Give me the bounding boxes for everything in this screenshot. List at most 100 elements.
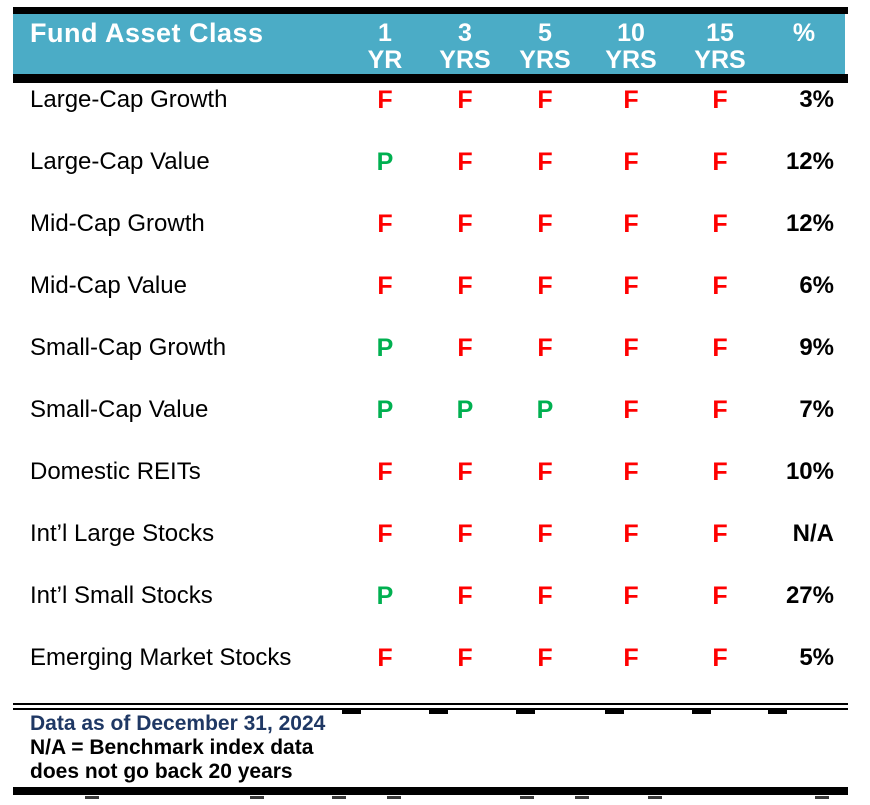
table-row: Int’l Large Stocks F F F F F N/A — [13, 517, 845, 579]
grade-cell: F — [377, 644, 393, 672]
grade-cell: F — [457, 272, 473, 300]
grade-cell: F — [623, 396, 639, 424]
grade-cell: F — [623, 272, 639, 300]
asset-class-label: Mid-Cap Growth — [30, 210, 205, 237]
clipped-fragment — [342, 710, 361, 714]
grade-cell: F — [537, 644, 553, 672]
pct-cell: 9% — [799, 334, 834, 361]
header-period-line1: 1 — [378, 19, 392, 47]
footnote-na-note-line2: does not go back 20 years — [30, 760, 293, 783]
header-period-line1: 5 — [538, 19, 552, 47]
asset-class-label: Int’l Large Stocks — [30, 520, 215, 547]
header-period-line1: % — [792, 19, 816, 47]
header-period-line2: YRS — [605, 46, 657, 74]
grade-cell: F — [537, 86, 553, 114]
table-end-double-rule — [13, 703, 848, 710]
grade-cell: F — [712, 396, 728, 424]
clipped-fragment — [429, 710, 448, 714]
clipped-fragment — [692, 710, 711, 714]
footnote: Data as of December 31, 2024 N/A = Bench… — [13, 712, 848, 784]
table-body: Large-Cap Growth F F F F F 3% Large-Cap Value… — [13, 83, 848, 703]
header-top-rule — [13, 7, 848, 14]
grade-cell: P — [536, 396, 554, 424]
pct-cell: 12% — [785, 210, 834, 237]
header-period-column: 3 YRS — [425, 20, 505, 74]
grade-cell: F — [537, 520, 553, 548]
table-bottom-rule — [13, 787, 848, 795]
grade-cell: F — [457, 458, 473, 486]
table-header: Fund Asset Class 1 YR 3 YRS 5 YRS 10 YRS… — [13, 14, 845, 74]
header-period-line1: 3 — [458, 19, 472, 47]
header-period-line1: 10 — [617, 19, 645, 47]
pct-cell: 7% — [799, 396, 834, 423]
grade-cell: F — [537, 272, 553, 300]
grade-cell: F — [457, 582, 473, 610]
grade-cell: F — [377, 520, 393, 548]
pct-cell: 27% — [785, 582, 834, 609]
pct-cell: 3% — [799, 86, 834, 113]
grade-cell: F — [623, 148, 639, 176]
clipped-fragment — [516, 710, 535, 714]
table-row: Emerging Market Stocks F F F F F 5% — [13, 641, 845, 703]
header-bottom-rule — [13, 74, 848, 83]
table-row: Small-Cap Value P P P F F 7% — [13, 393, 845, 455]
header-period-column: 1 YR — [345, 20, 425, 74]
grade-cell: F — [712, 520, 728, 548]
grade-cell: F — [537, 458, 553, 486]
footnote-data-date: Data as of December 31, 2024 — [30, 712, 326, 735]
grade-cell: F — [623, 520, 639, 548]
table-row: Domestic REITs F F F F F 10% — [13, 455, 845, 517]
grade-cell: F — [623, 86, 639, 114]
grade-cell: F — [712, 272, 728, 300]
grade-cell: F — [377, 272, 393, 300]
asset-class-label: Mid-Cap Value — [30, 272, 187, 299]
grade-cell: P — [376, 582, 394, 610]
header-period-line2: YRS — [694, 46, 746, 74]
pct-cell: 10% — [785, 458, 834, 485]
grade-cell: F — [623, 644, 639, 672]
grade-cell: P — [456, 396, 474, 424]
grade-cell: F — [712, 86, 728, 114]
grade-cell: F — [712, 644, 728, 672]
grade-cell: F — [457, 520, 473, 548]
grade-cell: F — [457, 334, 473, 362]
grade-cell: F — [623, 458, 639, 486]
grade-cell: F — [537, 582, 553, 610]
asset-class-label: Large-Cap Growth — [30, 86, 228, 113]
fund-performance-table: Fund Asset Class 1 YR 3 YRS 5 YRS 10 YRS… — [13, 7, 848, 800]
grade-cell: F — [537, 334, 553, 362]
grade-cell: F — [377, 210, 393, 238]
grade-cell: F — [712, 458, 728, 486]
header-period-line2: YRS — [519, 46, 571, 74]
grade-cell: F — [623, 582, 639, 610]
pct-cell: N/A — [792, 520, 834, 547]
header-period-line2: YRS — [439, 46, 491, 74]
table-row: Mid-Cap Growth F F F F F 12% — [13, 207, 845, 269]
asset-class-label: Domestic REITs — [30, 458, 201, 485]
grade-cell: F — [623, 210, 639, 238]
footnote-na-note-line1: N/A = Benchmark index data — [30, 736, 314, 759]
clipped-fragment — [605, 710, 624, 714]
grade-cell: F — [712, 334, 728, 362]
asset-class-label: Emerging Market Stocks — [30, 644, 292, 671]
table-row: Mid-Cap Value F F F F F 6% — [13, 269, 845, 331]
asset-class-label: Small-Cap Value — [30, 396, 209, 423]
grade-cell: F — [457, 148, 473, 176]
grade-cell: P — [376, 148, 394, 176]
table-row: Large-Cap Value P F F F F 12% — [13, 145, 845, 207]
pct-cell: 6% — [799, 272, 834, 299]
header-period-line2: YR — [367, 46, 403, 74]
grade-cell: F — [623, 334, 639, 362]
clipped-row-fragments — [13, 710, 848, 714]
header-period-column: 10 YRS — [585, 20, 677, 74]
header-period-column: 15 YRS — [677, 20, 763, 74]
grade-cell: F — [537, 148, 553, 176]
table-row: Int’l Small Stocks P F F F F 27% — [13, 579, 845, 641]
header-period-line1: 15 — [706, 19, 734, 47]
grade-cell: F — [712, 582, 728, 610]
asset-class-label: Int’l Small Stocks — [30, 582, 213, 609]
grade-cell: P — [376, 334, 394, 362]
grade-cell: P — [376, 396, 394, 424]
grade-cell: F — [712, 210, 728, 238]
header-fund-asset-class: Fund Asset Class — [30, 18, 264, 48]
